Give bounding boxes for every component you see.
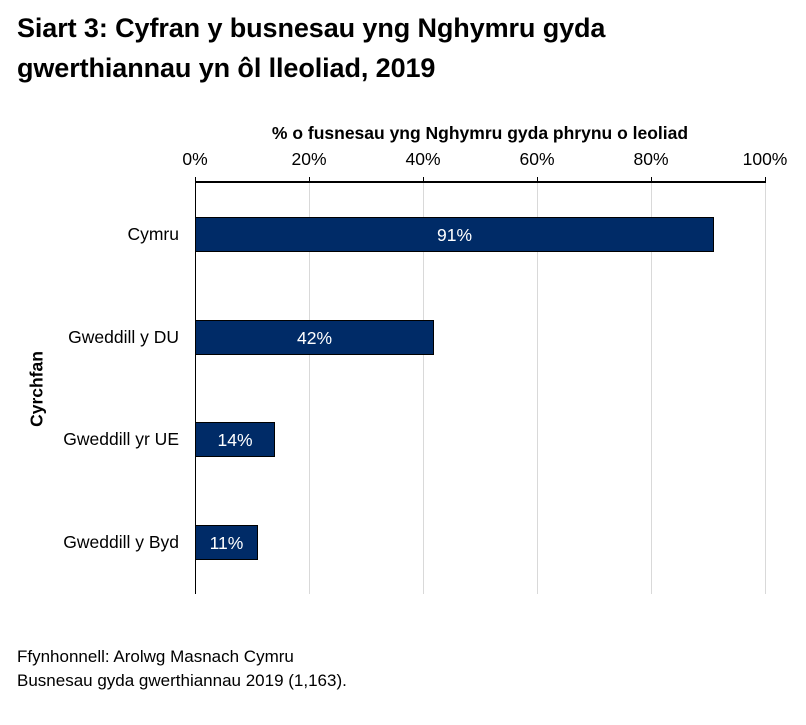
bar-cymru: 91% xyxy=(195,217,714,252)
bar-gweddill-y-byd: 11% xyxy=(195,525,258,560)
x-tick-label-80: 80% xyxy=(633,149,669,169)
chart-title-line-2: gwerthiannau yn ôl lleoliad, 2019 xyxy=(17,53,436,83)
y-axis-line xyxy=(195,181,196,594)
x-tick-mark-20 xyxy=(309,177,310,183)
gridline-100 xyxy=(765,183,766,594)
bar-value-label: 91% xyxy=(436,224,473,245)
gridline-60 xyxy=(537,183,538,594)
sample-note: Busnesau gyda gwerthiannau 2019 (1,163). xyxy=(17,671,347,690)
category-label: Gweddill y Byd xyxy=(63,532,179,552)
category-label: Gweddill yr UE xyxy=(63,429,179,449)
category-label: Gweddill y DU xyxy=(68,327,179,347)
source-note: Ffynhonnell: Arolwg Masnach Cymru xyxy=(17,647,294,666)
gridline-80 xyxy=(651,183,652,594)
x-tick-label-100: 100% xyxy=(742,149,788,169)
x-tick-mark-80 xyxy=(651,177,652,183)
x-tick-label-60: 60% xyxy=(519,149,555,169)
x-tick-label-40: 40% xyxy=(405,149,441,169)
x-tick-mark-40 xyxy=(423,177,424,183)
bar-gweddill-y-du: 42% xyxy=(195,320,434,355)
footnote: Ffynhonnell: Arolwg Masnach Cymru Busnes… xyxy=(17,645,347,693)
x-tick-mark-100 xyxy=(765,177,766,183)
x-tick-label-20: 20% xyxy=(291,149,327,169)
gridline-40 xyxy=(423,183,424,594)
bar-value-label: 11% xyxy=(209,532,244,553)
y-axis-title: Cyrchfan xyxy=(26,351,47,427)
x-axis-line xyxy=(195,181,766,183)
x-tick-label-0: 0% xyxy=(182,149,208,169)
x-axis-title: % o fusnesau yng Nghymru gyda phrynu o l… xyxy=(271,123,689,143)
chart-title: Siart 3: Cyfran y busnesau yng Nghymru g… xyxy=(17,8,797,88)
bar-value-label: 14% xyxy=(217,429,253,450)
x-tick-mark-60 xyxy=(537,177,538,183)
category-label: Cymru xyxy=(127,224,179,244)
bar-gweddill-yr-ue: 14% xyxy=(195,422,275,457)
x-tick-mark-0 xyxy=(195,177,196,183)
gridline-20 xyxy=(309,183,310,594)
bar-value-label: 42% xyxy=(296,327,333,348)
chart-title-line-1: Siart 3: Cyfran y busnesau yng Nghymru g… xyxy=(17,13,606,43)
